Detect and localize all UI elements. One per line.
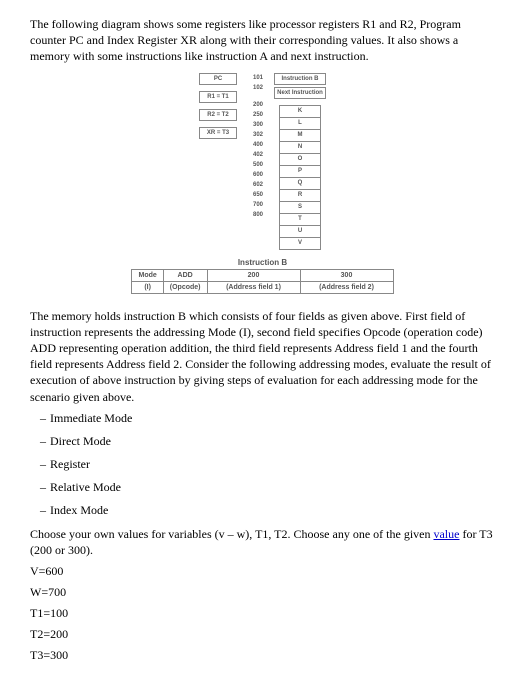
value-t2: T2=200 — [30, 627, 495, 642]
register-memory-diagram: PC R1 = T1 R2 = T2 XR = T3 101 102 200 2… — [30, 73, 495, 250]
mem-cell: L — [279, 118, 321, 130]
addr: 600 — [245, 170, 266, 180]
dash-icon: – — [40, 411, 46, 425]
table-row: (I) (Opcode) (Address field 1) (Address … — [132, 281, 393, 293]
addr: 650 — [245, 190, 266, 200]
mem-head-instrB: Instruction B — [274, 73, 326, 85]
cell-addr2-lbl: (Address field 2) — [300, 281, 393, 293]
addr: 700 — [245, 200, 266, 210]
addr: 200 — [245, 100, 266, 110]
dash-icon: – — [40, 457, 46, 471]
mode-label: Direct Mode — [50, 434, 111, 448]
mem-cell: V — [279, 238, 321, 250]
list-item: –Direct Mode — [40, 434, 495, 449]
value-w: W=700 — [30, 585, 495, 600]
addr: 101 — [245, 73, 266, 83]
mode-label: Index Mode — [50, 503, 108, 517]
cell-mode: Mode — [132, 269, 163, 281]
addr: 602 — [245, 180, 266, 190]
instruction-b-title: Instruction B — [30, 258, 495, 267]
addr: 302 — [245, 130, 266, 140]
cell-opcode: ADD — [163, 269, 207, 281]
cell-addr1: 200 — [207, 269, 300, 281]
dash-icon: – — [40, 434, 46, 448]
table-row: Mode ADD 200 300 — [132, 269, 393, 281]
reg-pc: PC — [199, 73, 237, 85]
addressing-modes-list: –Immediate Mode –Direct Mode –Register –… — [40, 411, 495, 518]
mem-cell: K — [279, 105, 321, 118]
value-t3: T3=300 — [30, 648, 495, 663]
instruction-b-table: Mode ADD 200 300 (I) (Opcode) (Address f… — [131, 269, 393, 294]
mem-cell: N — [279, 142, 321, 154]
mem-cell: T — [279, 214, 321, 226]
reg-r1: R1 = T1 — [199, 91, 237, 103]
mem-cell: Q — [279, 178, 321, 190]
memory-column: Instruction B Next Instruction K L M N O… — [274, 73, 326, 250]
value-t1: T1=100 — [30, 606, 495, 621]
dash-icon: – — [40, 480, 46, 494]
cell-opcode-lbl: (Opcode) — [163, 281, 207, 293]
dash-icon: – — [40, 503, 46, 517]
registers-column: PC R1 = T1 R2 = T2 XR = T3 — [199, 73, 237, 145]
list-item: –Register — [40, 457, 495, 472]
mem-cell: U — [279, 226, 321, 238]
choose-values-paragraph: Choose your own values for variables (v … — [30, 526, 495, 558]
addr: 300 — [245, 120, 266, 130]
addr: 250 — [245, 110, 266, 120]
list-item: –Immediate Mode — [40, 411, 495, 426]
mem-head-next: Next Instruction — [274, 87, 326, 99]
addr: 800 — [245, 210, 266, 220]
addr: 102 — [245, 83, 266, 93]
list-item: –Index Mode — [40, 503, 495, 518]
intro-paragraph: The following diagram shows some registe… — [30, 16, 495, 65]
mode-label: Relative Mode — [50, 480, 121, 494]
value-v: V=600 — [30, 564, 495, 579]
mem-cell: S — [279, 202, 321, 214]
mode-label: Immediate Mode — [50, 411, 132, 425]
reg-xr: XR = T3 — [199, 127, 237, 139]
addr: 500 — [245, 160, 266, 170]
reg-r2: R2 = T2 — [199, 109, 237, 121]
mode-label: Register — [50, 457, 90, 471]
addr: 400 — [245, 140, 266, 150]
mem-cell: P — [279, 166, 321, 178]
value-link[interactable]: value — [433, 527, 459, 541]
choose-text-a: Choose your own values for variables (v … — [30, 527, 433, 541]
cell-mode-lbl: (I) — [132, 281, 163, 293]
addr: 402 — [245, 150, 266, 160]
body-paragraph: The memory holds instruction B which con… — [30, 308, 495, 405]
mem-cell: R — [279, 190, 321, 202]
mem-cell: M — [279, 130, 321, 142]
mem-cell: O — [279, 154, 321, 166]
list-item: –Relative Mode — [40, 480, 495, 495]
cell-addr1-lbl: (Address field 1) — [207, 281, 300, 293]
address-column: 101 102 200 250 300 302 400 402 500 600 … — [245, 73, 266, 220]
cell-addr2: 300 — [300, 269, 393, 281]
